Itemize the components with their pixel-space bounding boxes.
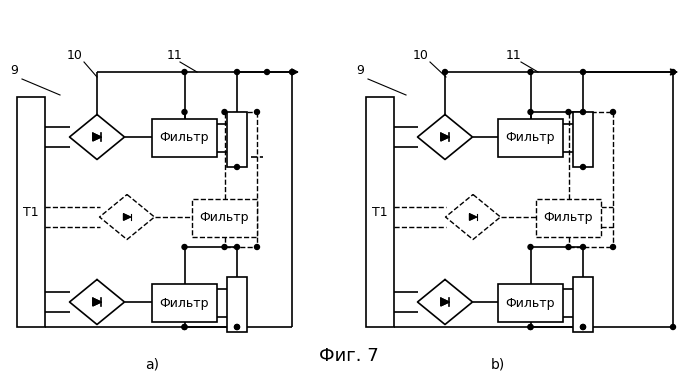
Bar [498, 284, 563, 322]
Circle shape [222, 245, 227, 250]
Text: 11: 11 [506, 49, 521, 62]
Polygon shape [441, 133, 450, 141]
Text: a): a) [145, 358, 159, 372]
Bar [152, 119, 217, 157]
Text: T1: T1 [372, 205, 388, 219]
Polygon shape [93, 298, 101, 306]
Polygon shape [100, 195, 154, 239]
Circle shape [265, 69, 269, 75]
Text: T1: T1 [23, 205, 39, 219]
Text: 9: 9 [356, 64, 364, 77]
Circle shape [581, 69, 586, 75]
Text: Фильтр: Фильтр [506, 132, 555, 144]
Text: b): b) [491, 358, 505, 372]
Circle shape [528, 109, 533, 115]
Polygon shape [70, 279, 124, 325]
Circle shape [581, 109, 586, 115]
Bar [152, 284, 217, 322]
Bar [536, 199, 601, 237]
Circle shape [182, 245, 187, 250]
Text: Фильтр: Фильтр [544, 211, 593, 224]
Circle shape [290, 69, 295, 75]
Circle shape [581, 325, 586, 329]
Circle shape [581, 245, 586, 250]
Bar [366, 97, 394, 327]
Polygon shape [70, 115, 124, 159]
Circle shape [611, 245, 616, 250]
Text: 9: 9 [10, 64, 18, 77]
Circle shape [443, 69, 447, 75]
Polygon shape [417, 115, 473, 159]
Circle shape [528, 69, 533, 75]
Circle shape [235, 245, 239, 250]
Circle shape [566, 109, 571, 115]
Text: 11: 11 [167, 49, 183, 62]
Bar [17, 97, 45, 327]
Circle shape [235, 325, 239, 329]
Polygon shape [445, 195, 500, 239]
Circle shape [255, 245, 260, 250]
Circle shape [528, 325, 533, 329]
Polygon shape [417, 279, 473, 325]
Bar [498, 119, 563, 157]
Circle shape [671, 325, 676, 329]
Text: 10: 10 [67, 49, 83, 62]
Circle shape [182, 325, 187, 329]
Bar [192, 199, 257, 237]
Circle shape [182, 325, 187, 329]
Text: 10: 10 [413, 49, 429, 62]
Text: Фильтр: Фильтр [506, 296, 555, 310]
Circle shape [235, 164, 239, 170]
Bar [227, 112, 247, 167]
Circle shape [528, 325, 533, 329]
Circle shape [566, 245, 571, 250]
Polygon shape [470, 214, 477, 220]
Text: Фильтр: Фильтр [160, 132, 209, 144]
Circle shape [581, 325, 586, 329]
Circle shape [611, 109, 616, 115]
Bar [573, 277, 593, 332]
Circle shape [182, 109, 187, 115]
Bar [573, 112, 593, 167]
Text: Фильтр: Фильтр [200, 211, 249, 224]
Circle shape [255, 109, 260, 115]
Circle shape [182, 69, 187, 75]
Bar [227, 277, 247, 332]
Text: Фиг. 7: Фиг. 7 [319, 347, 379, 365]
Circle shape [528, 245, 533, 250]
Text: Фильтр: Фильтр [160, 296, 209, 310]
Circle shape [235, 325, 239, 329]
Polygon shape [93, 133, 101, 141]
Circle shape [235, 69, 239, 75]
Polygon shape [124, 214, 131, 220]
Circle shape [671, 69, 676, 75]
Circle shape [581, 164, 586, 170]
Polygon shape [441, 298, 450, 306]
Circle shape [222, 109, 227, 115]
